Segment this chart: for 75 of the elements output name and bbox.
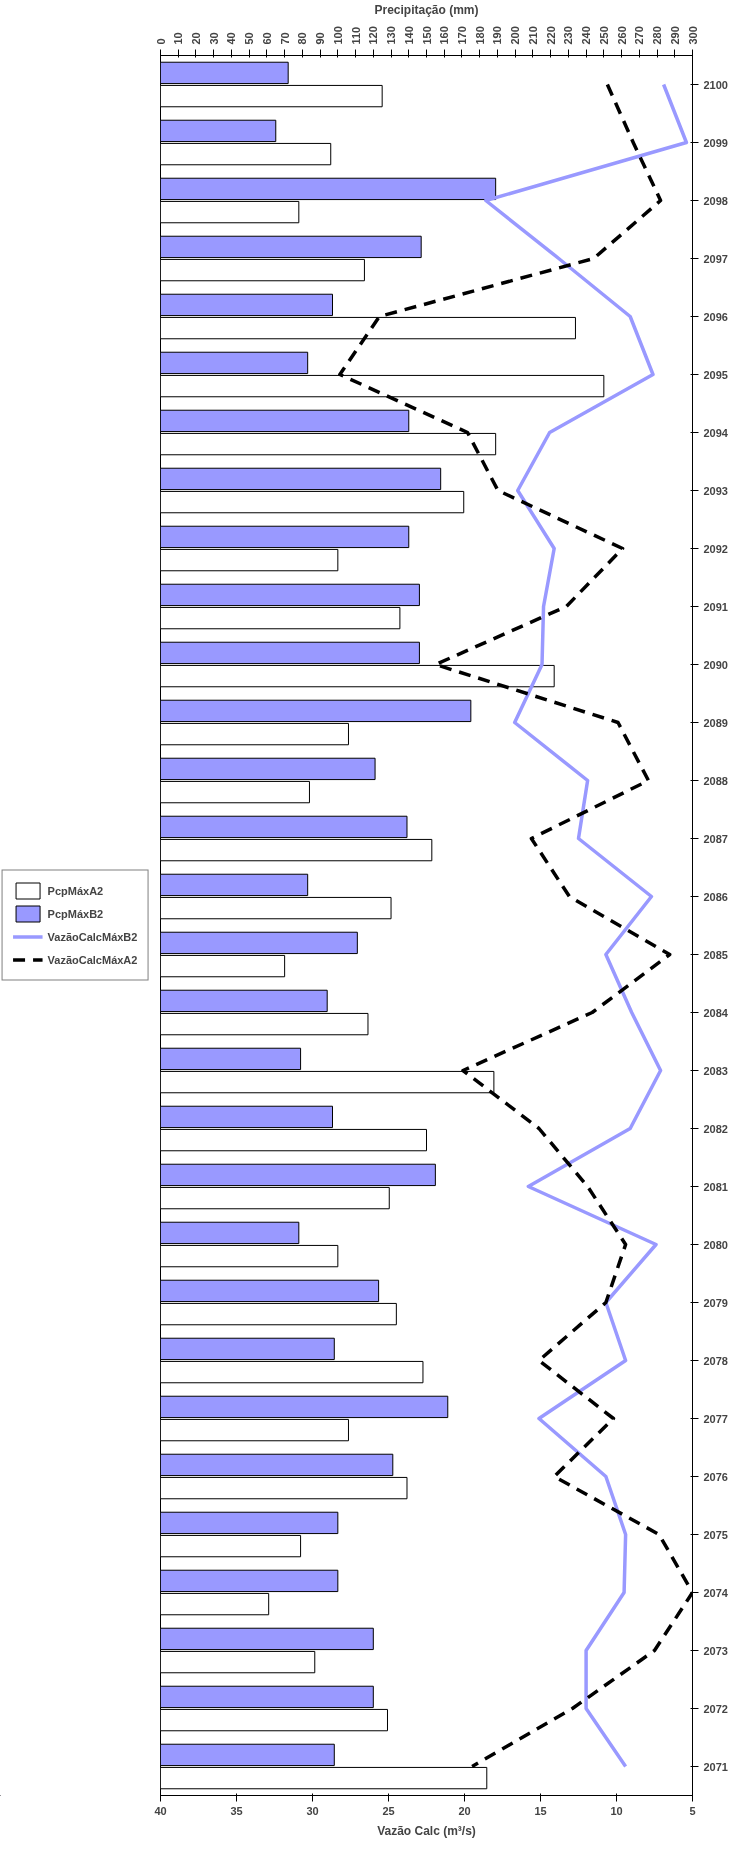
x2-tick-label: 0 [154, 38, 167, 45]
x2-tick-label: 120 [367, 26, 380, 45]
x-tick-label: 25 [382, 1804, 395, 1817]
y-tick-label: 2079 [703, 1296, 728, 1309]
x-tick-label: 20 [458, 1804, 471, 1817]
legend-label: PcpMáxA2 [47, 884, 104, 897]
x-tick-label: 5 [689, 1804, 696, 1817]
y-tick-label: 2076 [703, 1470, 728, 1483]
x2-tick-label: 230 [562, 26, 575, 45]
y-tick-label: 2075 [703, 1528, 728, 1541]
x2-tick-label: 50 [243, 32, 256, 45]
x-tick-label: 10 [610, 1804, 623, 1817]
y-tick-label: 2100 [703, 78, 728, 91]
x2-tick-label: 190 [491, 26, 504, 45]
x2-tick-label: 260 [615, 26, 628, 45]
y-tick-label: 2090 [703, 658, 728, 671]
x-axis-title: Vazão Calc (m³/s) [377, 1823, 476, 1838]
x2-tick-label: 130 [385, 26, 398, 45]
x2-tick-label: 250 [597, 26, 610, 45]
x2-tick-label: 290 [668, 26, 681, 45]
y-tick-label: 2087 [703, 832, 728, 845]
y-tick-label: 2092 [703, 542, 728, 555]
y-tick-label: 2096 [703, 310, 728, 323]
y-tick-label: 2084 [703, 1006, 729, 1019]
y-tick-label: 2099 [703, 136, 728, 149]
y-tick-label: 2086 [703, 890, 728, 903]
x2-tick-label: 40 [225, 32, 238, 45]
legend-label: VazãoCalcMáxA2 [47, 953, 138, 966]
x-tick-label: 40 [154, 1804, 167, 1817]
x2-tick-label: 30 [207, 32, 220, 45]
y-tick-label: 2085 [703, 948, 728, 961]
x2-tick-label: 180 [473, 26, 486, 45]
y-tick-label: 2098 [703, 194, 728, 207]
x2-tick-label: 150 [420, 26, 433, 45]
x2-tick-label: 280 [651, 26, 664, 45]
x2-tick-label: 210 [526, 26, 539, 45]
x2-tick-label: 270 [633, 26, 646, 45]
x2-tick-label: 200 [509, 26, 522, 45]
legend-label: VazãoCalcMáxB2 [47, 930, 138, 943]
x2-tick-label: 170 [455, 26, 468, 45]
y-tick-label: 2072 [703, 1702, 728, 1715]
x2-tick-label: 110 [349, 26, 362, 45]
x2-tick-label: 140 [402, 26, 415, 45]
x2-tick-label: 20 [189, 32, 202, 45]
y-tick-label: 2071 [703, 1760, 728, 1773]
y-tick-label: 2089 [703, 716, 728, 729]
x2-tick-label: 300 [686, 26, 699, 45]
x2-tick-label: 90 [314, 32, 327, 45]
y-tick-label: 2097 [703, 252, 728, 265]
x2-tick-label: 240 [580, 26, 593, 45]
y-tick-label: 2080 [703, 1238, 728, 1251]
x-tick-label: 35 [230, 1804, 243, 1817]
y-tick-label: 2078 [703, 1354, 728, 1367]
legend-label: PcpMáxB2 [47, 907, 104, 920]
y-tick-label: 2073 [703, 1644, 728, 1657]
x2-tick-label: 60 [260, 32, 273, 45]
x2-tick-label: 80 [296, 32, 309, 45]
y-tick-label: 2083 [703, 1064, 728, 1077]
x2-tick-label: 100 [331, 26, 344, 45]
y-tick-label: 2074 [703, 1586, 729, 1599]
y-tick-label: 2093 [703, 484, 728, 497]
y-tick-label: 2094 [703, 426, 729, 439]
x-tick-label: 30 [306, 1804, 319, 1817]
y-tick-label: 2091 [703, 600, 728, 613]
y-tick-label: 2081 [703, 1180, 728, 1193]
y-tick-label: 2095 [703, 368, 728, 381]
x2-tick-label: 160 [438, 26, 451, 45]
x-tick-label: 15 [534, 1804, 547, 1817]
x2-tick-label: 70 [278, 32, 291, 45]
x2-tick-label: 220 [544, 26, 557, 45]
y-tick-label: 2077 [703, 1412, 728, 1425]
y-tick-label: 2082 [703, 1122, 728, 1135]
y-tick-label: 2088 [703, 774, 728, 787]
x2-axis-title: Precipitação (mm) [374, 3, 479, 18]
x2-tick-label: 10 [172, 32, 185, 45]
